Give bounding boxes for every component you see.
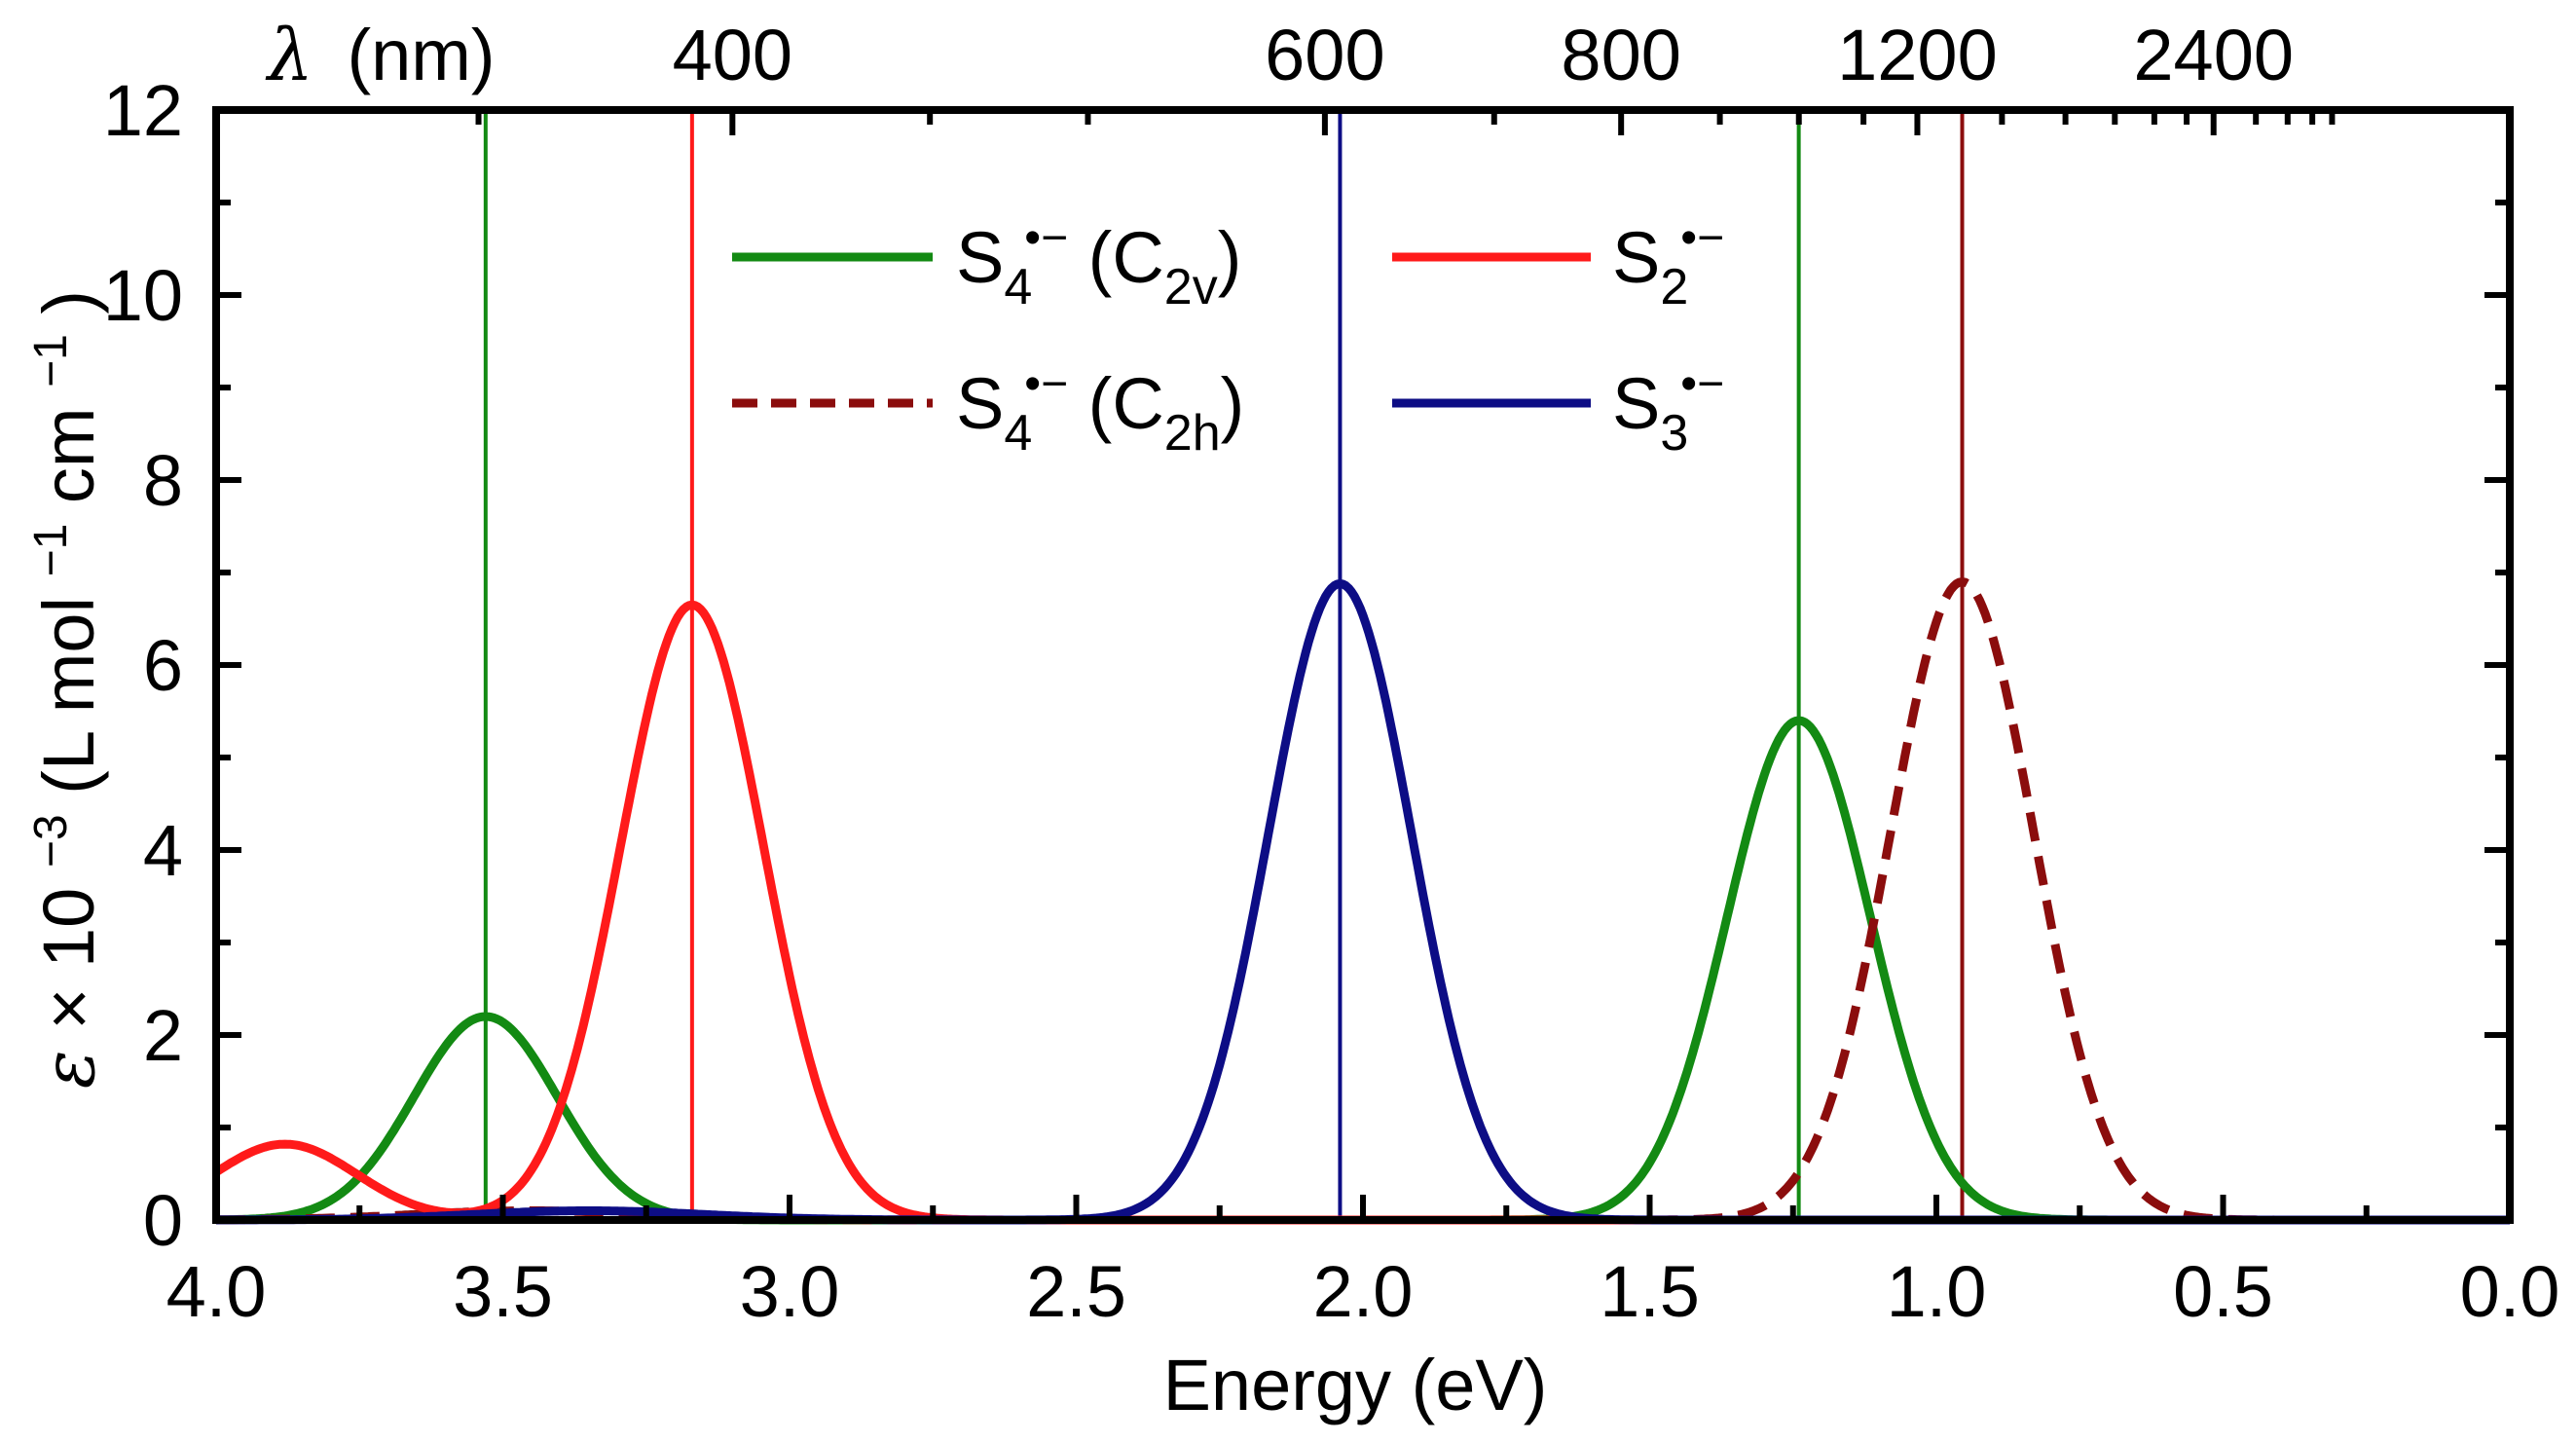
y-tick-label: 2 xyxy=(143,995,183,1076)
y-label-units-close: ) xyxy=(28,290,109,314)
y-tick-label: 4 xyxy=(143,810,183,891)
x-axis-label: Energy (eV) xyxy=(1163,1345,1548,1425)
x-tick-label: 2.5 xyxy=(1026,1251,1126,1332)
legend-label-s4-c2v: S4•− (C2v) xyxy=(956,212,1241,315)
series-line-3 xyxy=(214,578,2512,1225)
series-line-0 xyxy=(214,716,2512,1225)
y-tick-label: 0 xyxy=(143,1180,183,1261)
series-line-2 xyxy=(213,600,2512,1225)
y-label-units-mid: cm xyxy=(28,407,109,503)
y-axis-label: ε × 10 −3 (L mol −1 cm −1 ) xyxy=(1,290,111,1089)
x-tick-label: 1.0 xyxy=(1887,1251,1987,1332)
x-tick-label: 3.5 xyxy=(453,1251,553,1332)
y-label-exponent: −3 xyxy=(25,814,77,868)
y-label-symbol: ε xyxy=(27,1050,111,1089)
svg-text:ε × 10 −3: ε × 10 −3 (L mol −1 cm −1 ) xyxy=(1,290,111,1089)
series-line-1 xyxy=(214,577,2512,1225)
x-tick-label: 2.0 xyxy=(1313,1251,1414,1332)
top-axis-title: λ (nm) xyxy=(265,14,496,97)
y-label-units-exp1: −1 xyxy=(25,524,77,577)
axis-ticks xyxy=(213,107,2513,1223)
y-label-base: 10 xyxy=(28,888,109,968)
top-tick-label: 800 xyxy=(1561,15,1680,95)
y-tick-label: 10 xyxy=(103,255,183,336)
x-tick-label: 3.0 xyxy=(740,1251,840,1332)
x-tick-label: 0.5 xyxy=(2173,1251,2273,1332)
y-tick-label: 12 xyxy=(103,70,183,151)
plot-border xyxy=(212,106,2514,1224)
top-tick-label: 400 xyxy=(673,15,792,95)
spectrum-curves xyxy=(213,577,2512,1225)
tick-labels: 4.0 3.5 3.0 2.5 2.0 1.5 1.0 0.5 0.0 0 2 4 6 8 10 12 400 6… xyxy=(103,15,2560,1332)
top-tick-label: 1200 xyxy=(1837,15,1998,95)
stick-lines xyxy=(483,110,1965,1220)
legend: S4•− (C2v) S2•− S4•− (C2h) S3•− xyxy=(732,212,1724,462)
legend-label-s3: S3•− xyxy=(1612,358,1724,462)
top-tick-label: 2400 xyxy=(2133,15,2294,95)
x-tick-label: 0.0 xyxy=(2460,1251,2560,1332)
legend-label-s2: S2•− xyxy=(1612,212,1724,315)
top-axis-symbol: λ xyxy=(265,14,313,97)
plot-frame xyxy=(212,106,2514,1224)
legend-label-s4-c2h: S4•− (C2h) xyxy=(956,358,1244,462)
y-label-units-open: (L mol xyxy=(28,597,109,795)
y-label-times: × xyxy=(28,988,109,1030)
top-axis-units: (nm) xyxy=(347,15,495,95)
top-tick-label: 600 xyxy=(1265,15,1384,95)
x-tick-label: 1.5 xyxy=(1600,1251,1700,1332)
y-label-units-exp2: −1 xyxy=(25,334,77,388)
y-tick-label: 8 xyxy=(143,440,183,521)
y-tick-label: 6 xyxy=(143,625,183,706)
x-tick-label: 4.0 xyxy=(166,1251,267,1332)
